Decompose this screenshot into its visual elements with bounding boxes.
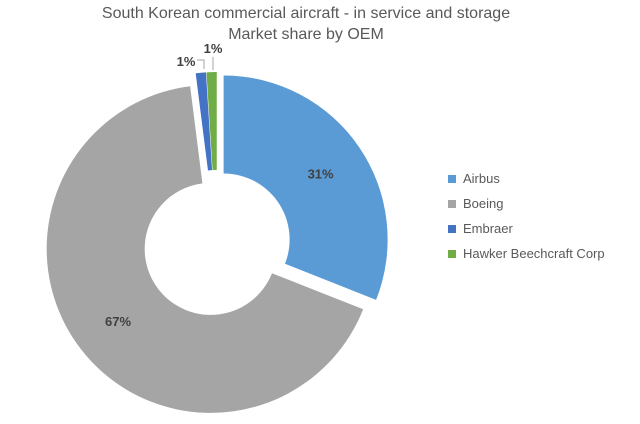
legend-label-boeing: Boeing [463, 196, 504, 211]
data-label-airbus: 31% [308, 167, 334, 182]
data-label-boeing: 67% [105, 314, 131, 329]
data-label-hawker-beechcraft-corp: 1% [204, 41, 223, 56]
leader-line-embraer [197, 59, 205, 69]
chart-title: South Korean commercial aircraft - in se… [0, 3, 612, 45]
pie-slice-airbus[interactable] [223, 75, 388, 300]
data-label-embraer: 1% [177, 54, 196, 69]
legend-label-airbus: Airbus [463, 171, 500, 186]
legend-swatch-hawker-beechcraft-corp [448, 249, 456, 258]
chart-title-line2: Market share by OEM [228, 26, 384, 43]
legend: Airbus Boeing Embraer Hawker Beechcraft … [448, 166, 605, 266]
legend-swatch-airbus [448, 174, 456, 183]
chart-title-line1: South Korean commercial aircraft - in se… [101, 5, 511, 22]
pie-slice-embraer[interactable] [195, 72, 213, 171]
legend-item-hawker-beechcraft-corp[interactable]: Hawker Beechcraft Corp [448, 241, 605, 266]
legend-swatch-boeing [448, 199, 456, 208]
legend-item-airbus[interactable]: Airbus [448, 166, 605, 191]
legend-swatch-embraer [448, 224, 456, 233]
legend-label-hawker-beechcraft-corp: Hawker Beechcraft Corp [463, 246, 605, 261]
pie-slice-boeing[interactable] [46, 86, 364, 413]
legend-item-embraer[interactable]: Embraer [448, 216, 605, 241]
legend-item-boeing[interactable]: Boeing [448, 191, 605, 216]
legend-label-embraer: Embraer [463, 221, 513, 236]
pie-slice-hawker-beechcraft-corp[interactable] [206, 72, 217, 171]
